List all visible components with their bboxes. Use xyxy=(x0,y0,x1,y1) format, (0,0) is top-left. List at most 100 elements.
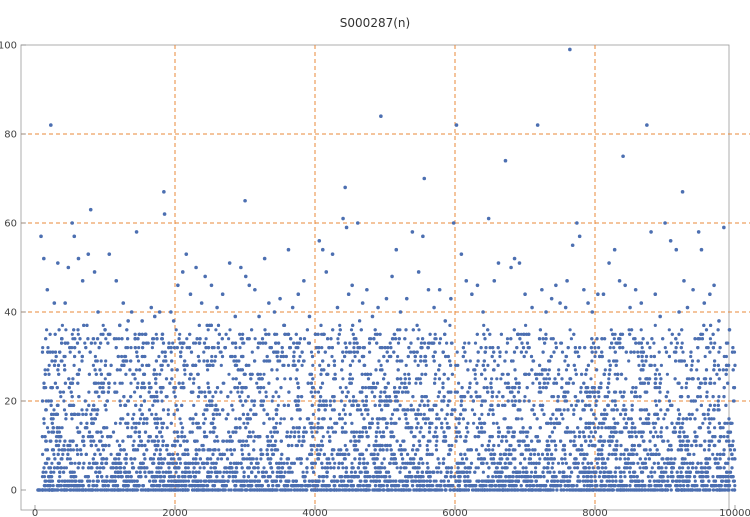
data-point xyxy=(344,346,348,350)
data-point xyxy=(455,435,459,439)
data-point xyxy=(460,457,464,461)
data-point xyxy=(474,466,478,470)
data-point xyxy=(589,408,594,412)
data-point xyxy=(491,448,495,452)
data-point xyxy=(388,475,392,479)
data-point xyxy=(622,403,626,407)
data-point xyxy=(652,341,656,345)
data-point xyxy=(275,470,279,474)
data-point xyxy=(231,408,235,412)
data-point xyxy=(476,466,480,470)
data-point xyxy=(504,435,508,439)
data-point xyxy=(151,403,155,407)
data-point xyxy=(132,439,136,443)
data-point xyxy=(409,350,413,354)
data-point xyxy=(71,448,75,452)
data-point xyxy=(270,399,274,403)
data-point xyxy=(594,479,598,483)
data-point xyxy=(666,390,670,394)
data-point xyxy=(343,443,347,448)
data-point xyxy=(638,466,642,470)
data-point xyxy=(545,439,549,443)
data-point xyxy=(185,346,189,350)
data-point xyxy=(211,395,215,399)
data-point xyxy=(666,475,670,479)
data-point xyxy=(435,417,439,421)
data-point xyxy=(391,479,395,483)
data-point xyxy=(185,337,189,341)
data-point xyxy=(653,399,658,403)
data-point xyxy=(431,484,435,488)
data-point xyxy=(203,417,207,421)
data-point xyxy=(370,390,374,394)
data-point xyxy=(259,403,263,407)
data-point xyxy=(214,354,218,359)
data-point xyxy=(551,395,556,399)
data-point xyxy=(172,457,176,461)
data-point xyxy=(253,435,257,439)
data-point xyxy=(521,470,526,474)
data-point xyxy=(154,484,159,488)
data-point xyxy=(591,466,595,470)
data-point xyxy=(320,439,324,443)
data-point xyxy=(501,479,506,483)
data-point xyxy=(405,421,409,425)
data-point xyxy=(690,412,694,416)
data-point xyxy=(124,346,128,350)
data-point xyxy=(524,323,528,327)
data-point xyxy=(701,421,705,425)
data-point xyxy=(389,417,393,421)
data-point xyxy=(717,368,722,372)
data-point xyxy=(404,390,408,394)
data-point xyxy=(434,479,438,483)
data-point xyxy=(455,350,459,354)
data-point xyxy=(486,363,490,367)
data-point xyxy=(684,381,689,385)
data-point xyxy=(46,346,50,350)
data-point xyxy=(138,395,143,399)
data-point xyxy=(627,359,631,363)
data-point xyxy=(472,421,476,425)
data-point xyxy=(60,426,64,430)
data-point xyxy=(657,372,662,376)
data-point xyxy=(295,341,299,345)
data-point xyxy=(587,443,591,448)
data-point xyxy=(154,412,158,416)
data-point xyxy=(685,377,690,381)
data-point xyxy=(478,395,482,399)
data-point xyxy=(603,368,607,372)
data-point xyxy=(279,457,283,461)
data-point xyxy=(224,466,228,470)
data-point xyxy=(553,426,557,430)
data-point xyxy=(246,421,250,425)
data-point xyxy=(564,368,569,372)
data-point xyxy=(680,341,684,345)
data-point xyxy=(341,466,345,470)
data-point xyxy=(662,417,666,421)
data-point xyxy=(330,354,334,359)
data-point xyxy=(699,461,703,465)
data-point xyxy=(460,461,464,465)
data-point xyxy=(58,439,62,443)
data-point xyxy=(694,443,698,448)
data-point xyxy=(727,363,731,367)
data-point xyxy=(59,395,63,399)
data-point xyxy=(597,346,601,350)
data-point xyxy=(473,372,477,376)
data-point xyxy=(573,368,578,372)
data-point xyxy=(649,470,653,474)
data-point xyxy=(524,466,528,470)
data-point xyxy=(569,403,574,407)
data-point xyxy=(547,377,552,381)
data-point xyxy=(318,363,322,367)
data-point xyxy=(466,430,470,434)
data-point xyxy=(361,386,365,390)
data-point xyxy=(514,479,518,483)
data-point xyxy=(341,377,345,381)
data-point xyxy=(231,377,235,381)
data-point xyxy=(60,359,64,363)
data-point xyxy=(426,399,430,403)
data-point xyxy=(379,363,383,367)
data-point xyxy=(554,341,558,345)
